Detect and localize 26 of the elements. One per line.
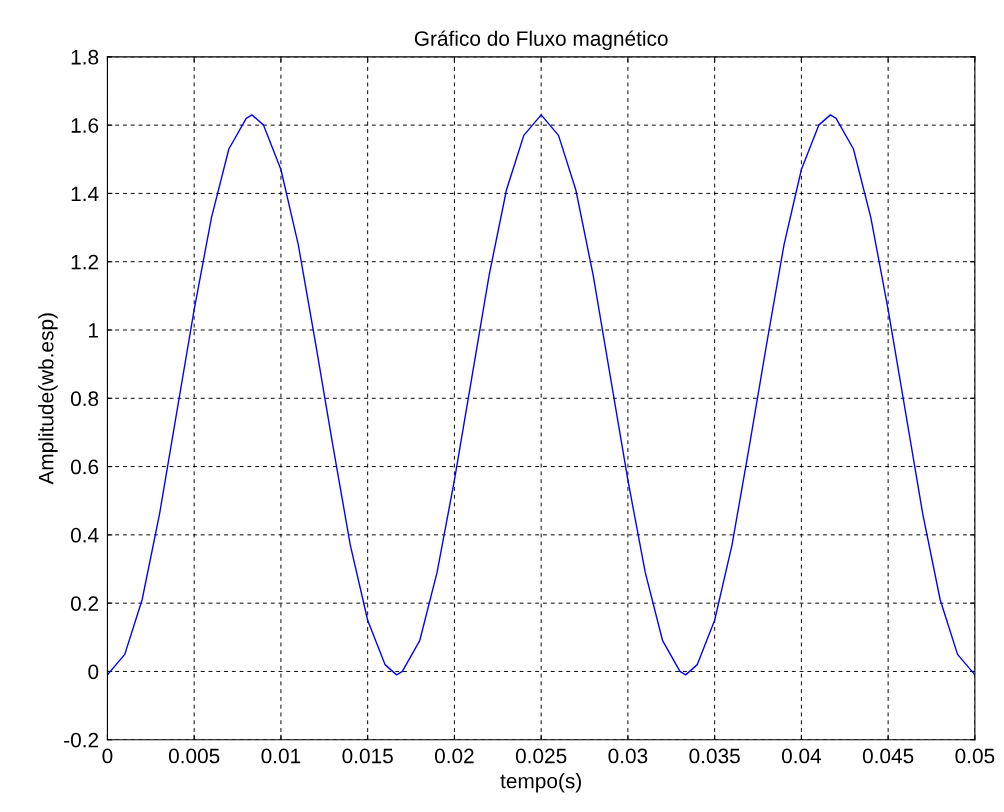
- x-tick-label: 0.025: [515, 748, 567, 764]
- y-tick-label: 1.8: [71, 49, 99, 65]
- x-tick-label: 0.035: [689, 748, 740, 764]
- x-tick-label: 0.02: [434, 748, 474, 764]
- y-tick-label: 1.6: [71, 118, 99, 133]
- y-tick-label: 1.2: [71, 254, 99, 270]
- y-tick-label: 0.8: [70, 391, 99, 407]
- y-tick-label: 0.6: [70, 459, 99, 475]
- x-tick-label: 0.01: [261, 748, 301, 764]
- x-axis-title: tempo(s): [500, 773, 581, 793]
- x-tick-label: 0.04: [781, 748, 822, 764]
- x-tick-label: 0.045: [862, 748, 914, 764]
- y-axis-title: Amplitude(wb.esp): [38, 313, 58, 485]
- y-tick-label: 0.2: [70, 596, 99, 611]
- y-tick-label: 1: [89, 323, 99, 338]
- x-tick-label: 0.05: [955, 748, 995, 764]
- y-tick-label: 0.4: [70, 527, 99, 543]
- x-tick-label: 0.005: [168, 748, 220, 764]
- y-tick-label: 0: [88, 664, 99, 680]
- x-tick-label: 0.015: [342, 748, 393, 764]
- chart-title: Gráfico do Fluxo magnético: [414, 30, 668, 51]
- line-series: [107, 114, 975, 676]
- x-tick-label: 0: [102, 748, 113, 764]
- y-tick-label: -0.2: [64, 732, 99, 748]
- x-tick-label: 0.03: [608, 748, 648, 764]
- y-tick-label: 1.4: [71, 186, 99, 201]
